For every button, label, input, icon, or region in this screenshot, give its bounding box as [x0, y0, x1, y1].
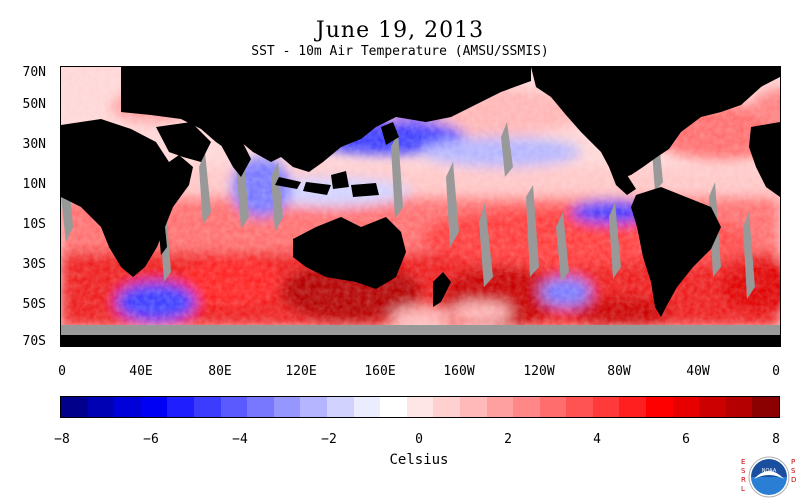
colorbar-swatch	[353, 397, 381, 417]
colorbar-tick-label: −2	[321, 432, 337, 447]
lon-label-160e: 160E	[364, 364, 396, 379]
colorbar-tick-label: 8	[772, 432, 780, 447]
colorbar-swatch	[87, 397, 115, 417]
colorbar-swatch	[619, 397, 647, 417]
colorbar-swatch	[566, 397, 593, 417]
lat-label-30n: 30N	[22, 137, 46, 152]
noaa-logo: E S R L P S D NOAA	[738, 455, 800, 500]
lat-label-50n: 50N	[22, 97, 46, 112]
lat-label-10s: 10S	[22, 217, 46, 232]
colorbar-tick-label: 2	[504, 432, 512, 447]
colorbar-tick-label: −6	[143, 432, 159, 447]
colorbar-swatch	[247, 397, 274, 417]
lon-label-120w: 120W	[523, 364, 555, 379]
sst-anomaly-map	[60, 66, 781, 347]
lon-label-80e: 80E	[208, 364, 232, 379]
lat-label-10n: 10N	[22, 177, 46, 192]
colorbar-swatch	[326, 397, 354, 417]
lon-label-160w: 160W	[443, 364, 475, 379]
colorbar-swatch	[699, 397, 726, 417]
land-masses	[61, 67, 780, 346]
lon-label-0-end: 0	[772, 364, 780, 379]
lon-label-40e: 40E	[129, 364, 153, 379]
colorbar-tick-label: 4	[593, 432, 601, 447]
colorbar-swatch	[300, 397, 327, 417]
logo-letter: S	[791, 467, 796, 475]
colorbar-swatch	[114, 397, 141, 417]
logo-letter: L	[741, 485, 745, 493]
colorbar-swatch	[513, 397, 540, 417]
lon-label-40w: 40W	[686, 364, 710, 379]
colorbar-swatch	[486, 397, 514, 417]
colorbar-swatch	[592, 397, 620, 417]
logo-letter: S	[741, 467, 746, 475]
logo-top	[751, 459, 787, 477]
colorbar-swatch	[433, 397, 460, 417]
lat-label-50s: 50S	[22, 297, 46, 312]
noaa-emblem: E S R L P S D NOAA	[741, 456, 796, 498]
colorbar-tick-label: −8	[54, 432, 70, 447]
lat-label-70n: 70N	[22, 65, 46, 80]
lon-label-120e: 120E	[285, 364, 317, 379]
map-canvas	[61, 67, 780, 346]
logo-letter: R	[741, 476, 746, 484]
lon-label-0: 0	[58, 364, 66, 379]
colorbar-swatch	[459, 397, 487, 417]
colorbar	[60, 396, 780, 418]
colorbar-tick-label: 6	[682, 432, 690, 447]
colorbar-swatch	[167, 397, 194, 417]
chart-title: June 19, 2013	[315, 18, 485, 43]
colorbar-swatch	[672, 397, 700, 417]
colorbar-swatch	[61, 397, 88, 417]
colorbar-swatch	[539, 397, 567, 417]
logo-letter: D	[791, 476, 796, 484]
colorbar-units: Celsius	[389, 452, 449, 468]
lat-label-70s: 70S	[22, 334, 46, 349]
logo-letter: P	[791, 458, 795, 466]
lat-label-30s: 30S	[22, 257, 46, 272]
colorbar-tick-label: −4	[232, 432, 248, 447]
colorbar-swatch	[725, 397, 753, 417]
logo-text: NOAA	[762, 468, 777, 474]
colorbar-swatch	[752, 397, 780, 417]
colorbar-swatch	[406, 397, 434, 417]
lon-label-80w: 80W	[607, 364, 631, 379]
colorbar-swatch	[273, 397, 301, 417]
colorbar-tick-label: 0	[415, 432, 423, 447]
colorbar-swatch	[646, 397, 673, 417]
colorbar-swatch	[140, 397, 168, 417]
colorbar-swatch	[220, 397, 248, 417]
logo-bird	[754, 471, 784, 479]
chart-subtitle: SST - 10m Air Temperature (AMSU/SSMIS)	[251, 44, 549, 59]
logo-bottom	[751, 477, 787, 495]
colorbar-swatch	[193, 397, 221, 417]
colorbar-swatch	[380, 397, 407, 417]
logo-letter: E	[741, 458, 745, 466]
